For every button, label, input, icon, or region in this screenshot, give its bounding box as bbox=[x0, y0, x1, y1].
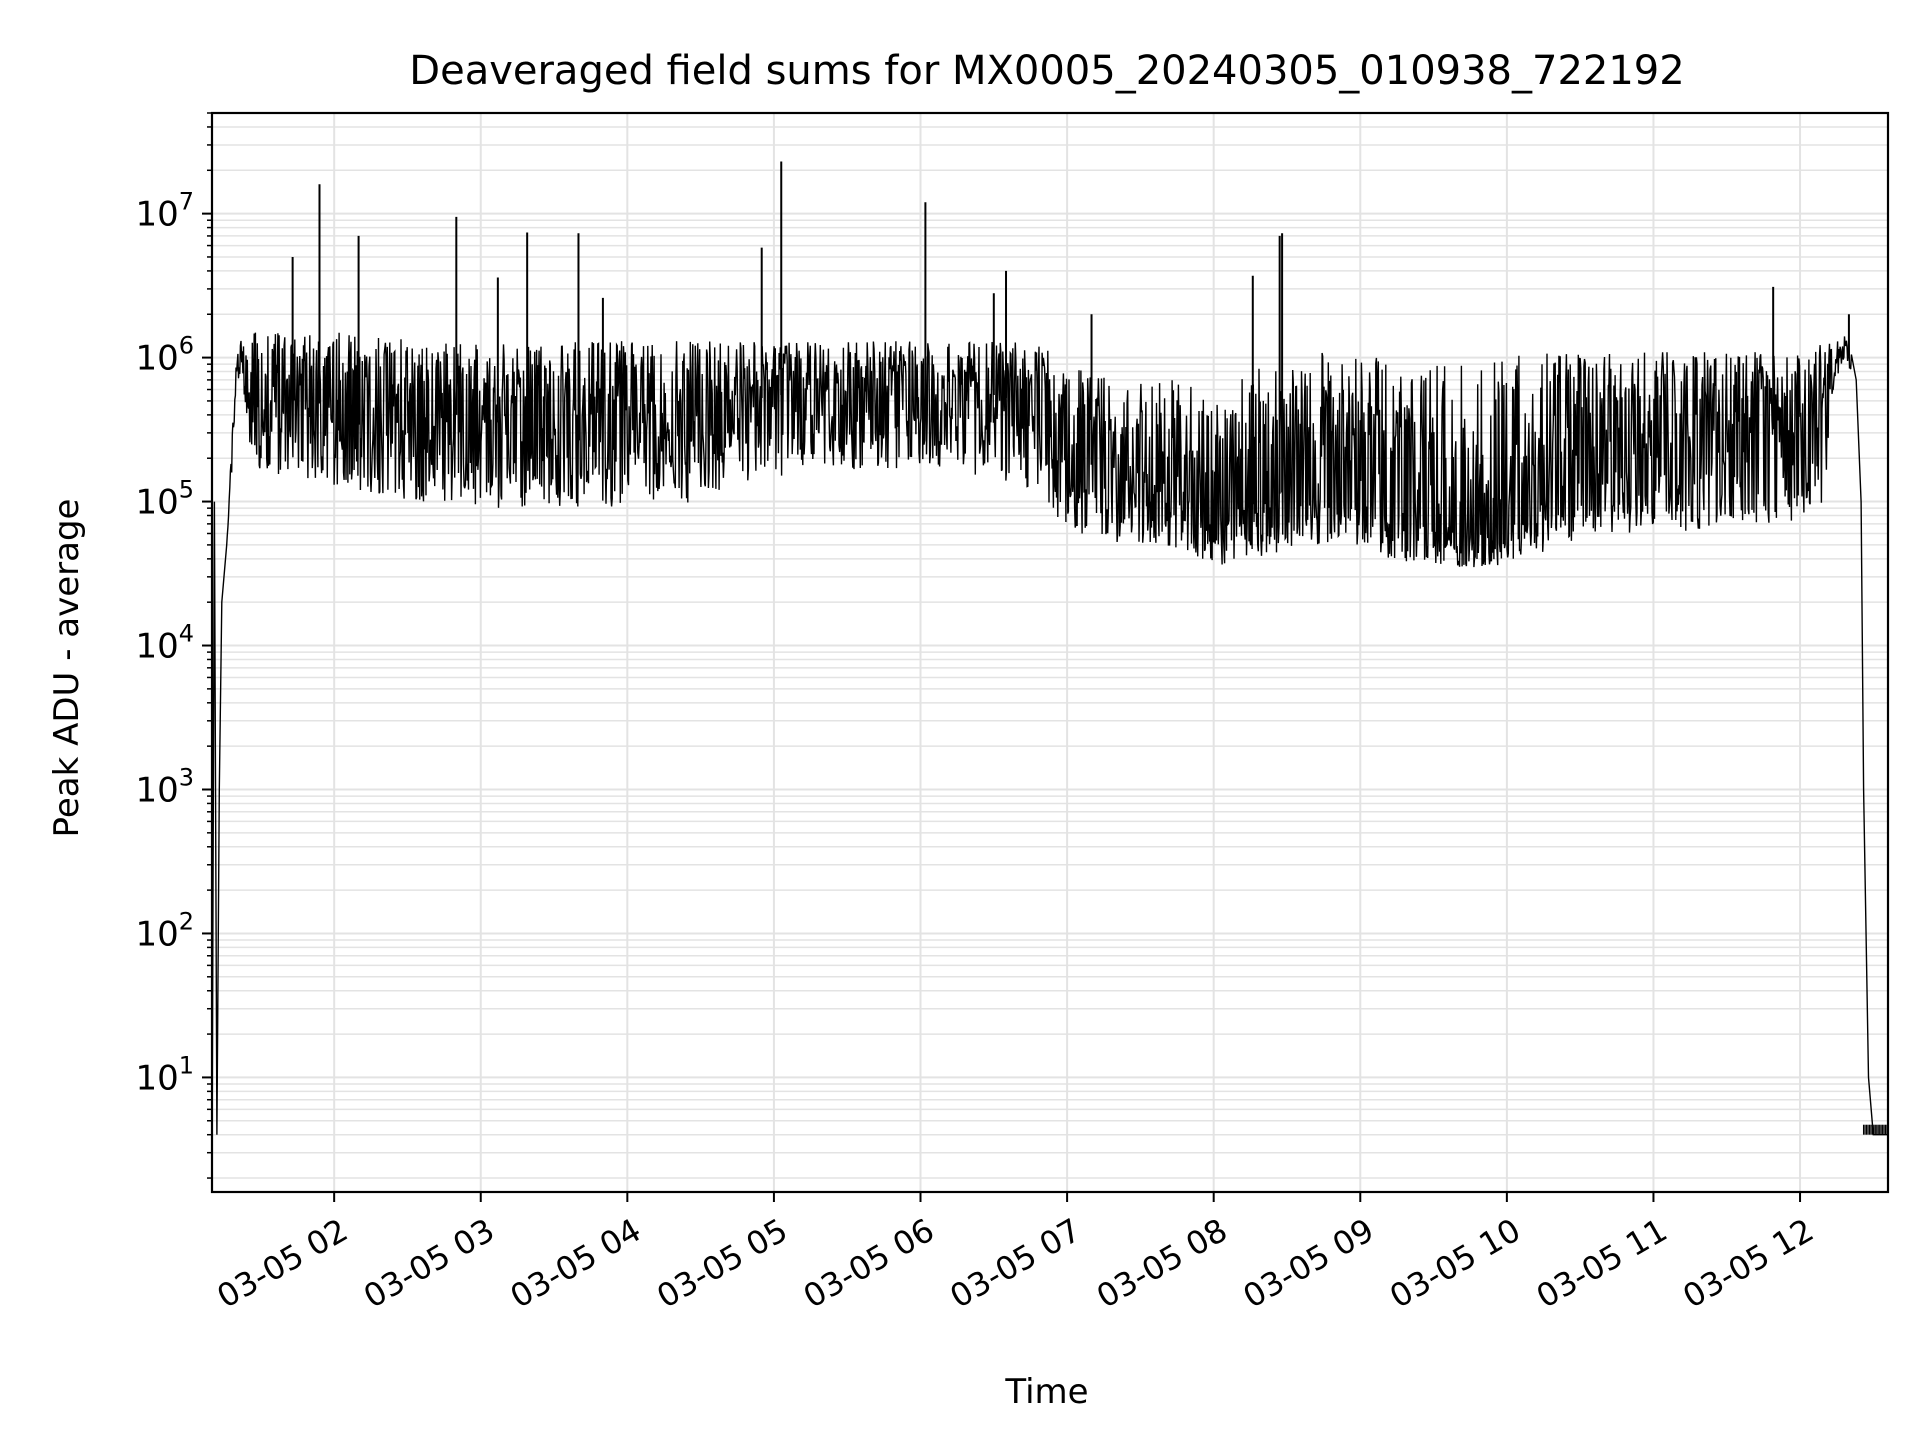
y-tick-label: 105 bbox=[135, 476, 194, 523]
y-tick-label: 101 bbox=[135, 1051, 194, 1098]
chart-title: Deaveraged field sums for MX0005_2024030… bbox=[409, 48, 1684, 94]
y-tick-label: 104 bbox=[135, 620, 194, 667]
y-tick-label: 103 bbox=[135, 763, 194, 810]
series-line bbox=[211, 332, 1888, 1179]
grid-lines bbox=[212, 112, 1888, 1192]
x-axis-label: Time bbox=[1004, 1372, 1088, 1412]
series-layer bbox=[211, 161, 1888, 1179]
y-tick-label: 107 bbox=[135, 188, 194, 235]
y-tick-label: 102 bbox=[135, 907, 194, 954]
plot-frame bbox=[210, 111, 1890, 1194]
y-tick-label: 106 bbox=[135, 332, 194, 379]
y-axis-label: Peak ADU - average bbox=[47, 499, 87, 838]
